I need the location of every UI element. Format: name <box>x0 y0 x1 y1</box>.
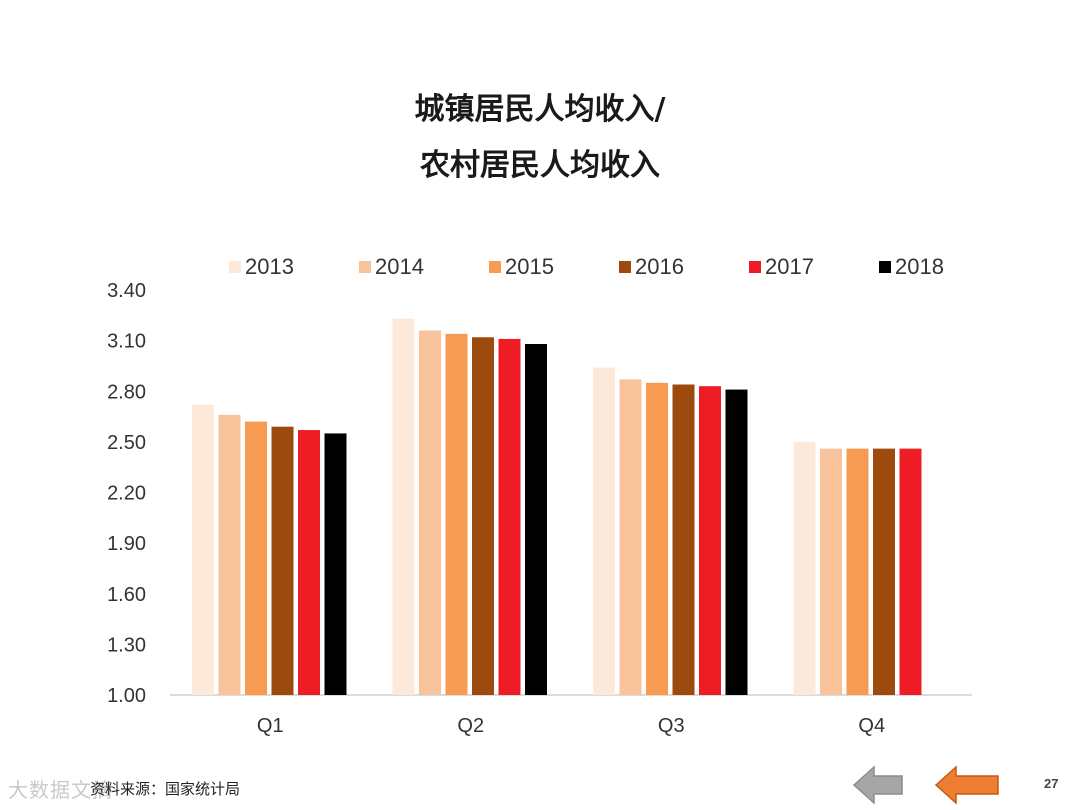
x-tick-label-Q3: Q3 <box>658 715 685 737</box>
bar-chart: 1.00 1.30 1.60 1.90 2.20 2.50 2.80 3.10 3.40 Q1 Q2… <box>107 254 972 737</box>
y-tick-label-4: 2.20 <box>107 483 146 505</box>
forward-arrow-icon[interactable] <box>934 764 1000 806</box>
bar-Q2-2015 <box>445 333 468 695</box>
bar-Q2-2013 <box>392 318 415 695</box>
legend-label-2014: 2014 <box>375 254 424 279</box>
back-arrow-icon[interactable] <box>852 764 904 806</box>
bar-Q2-2017 <box>498 338 521 695</box>
y-tick-label-2: 1.60 <box>107 584 146 606</box>
legend-swatch-2013 <box>229 261 241 273</box>
bar-Q3-2017 <box>699 386 721 695</box>
x-tick-label-Q4: Q4 <box>858 715 885 737</box>
y-tick-label-8: 3.40 <box>107 280 146 302</box>
bar-Q1-2015 <box>245 421 267 695</box>
bar-Q3-2018 <box>725 389 748 695</box>
legend-label-2013: 2013 <box>245 254 294 279</box>
y-tick-label-7: 3.10 <box>107 331 146 353</box>
x-tick-label-Q2: Q2 <box>457 715 484 737</box>
y-tick-label-0: 1.00 <box>107 685 146 707</box>
legend-swatch-2017 <box>749 261 761 273</box>
legend-label-2015: 2015 <box>505 254 554 279</box>
chart-title-line1: 城镇居民人均收入/ <box>414 92 666 127</box>
bar-Q2-2018 <box>525 344 547 695</box>
legend-label-2018: 2018 <box>895 254 944 279</box>
bar-Q4-2017 <box>899 448 922 695</box>
legend-swatch-2016 <box>619 261 631 273</box>
y-tick-label-5: 2.50 <box>107 432 146 454</box>
bar-Q4-2015 <box>846 448 869 695</box>
legend-swatch-2015 <box>489 261 501 273</box>
bar-Q1-2016 <box>271 426 294 695</box>
source-note: 资料来源：国家统计局 <box>90 780 241 798</box>
bar-Q4-2013 <box>793 441 816 695</box>
legend-label-2016: 2016 <box>635 254 684 279</box>
bar-Q2-2016 <box>472 337 494 695</box>
bar-Q3-2013 <box>593 367 615 695</box>
legend-label-2017: 2017 <box>765 254 814 279</box>
page-number: 27 <box>1044 776 1059 791</box>
bar-Q2-2014 <box>419 330 441 695</box>
watermark-text: 大数据文摘 <box>8 778 113 802</box>
y-tick-label-6: 2.80 <box>107 381 146 403</box>
bar-Q1-2013 <box>192 404 214 695</box>
bar-Q4-2014 <box>820 448 842 695</box>
y-tick-label-1: 1.30 <box>107 634 146 656</box>
legend-swatch-2018 <box>879 261 891 273</box>
y-tick-label-3: 1.90 <box>107 533 146 555</box>
x-tick-label-Q1: Q1 <box>257 715 284 737</box>
chart-title-line2: 农村居民人均收入 <box>420 148 660 183</box>
bar-Q4-2016 <box>873 448 895 695</box>
legend-swatch-2014 <box>359 261 371 273</box>
bar-Q3-2014 <box>619 379 642 695</box>
bar-Q3-2015 <box>646 382 668 695</box>
bar-Q3-2016 <box>672 384 695 695</box>
bar-Q1-2014 <box>218 414 241 695</box>
bar-Q1-2017 <box>298 430 320 695</box>
bar-Q1-2018 <box>324 433 347 695</box>
